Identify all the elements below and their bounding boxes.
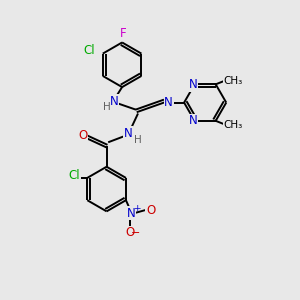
Text: N: N xyxy=(110,94,119,107)
Text: CH₃: CH₃ xyxy=(223,120,242,130)
Text: H: H xyxy=(134,135,142,145)
Text: N: N xyxy=(189,114,197,127)
Text: CH₃: CH₃ xyxy=(223,76,242,85)
Text: N: N xyxy=(127,207,135,220)
Text: F: F xyxy=(119,27,126,40)
Text: O: O xyxy=(125,226,134,239)
Text: N: N xyxy=(189,78,197,91)
Text: N: N xyxy=(124,127,133,140)
Text: Cl: Cl xyxy=(68,169,80,182)
Text: O: O xyxy=(146,204,155,217)
Text: Cl: Cl xyxy=(83,44,94,57)
Text: +: + xyxy=(133,204,140,213)
Text: N: N xyxy=(164,96,173,109)
Text: H: H xyxy=(103,102,110,112)
Text: −: − xyxy=(131,228,140,238)
Text: O: O xyxy=(78,129,87,142)
